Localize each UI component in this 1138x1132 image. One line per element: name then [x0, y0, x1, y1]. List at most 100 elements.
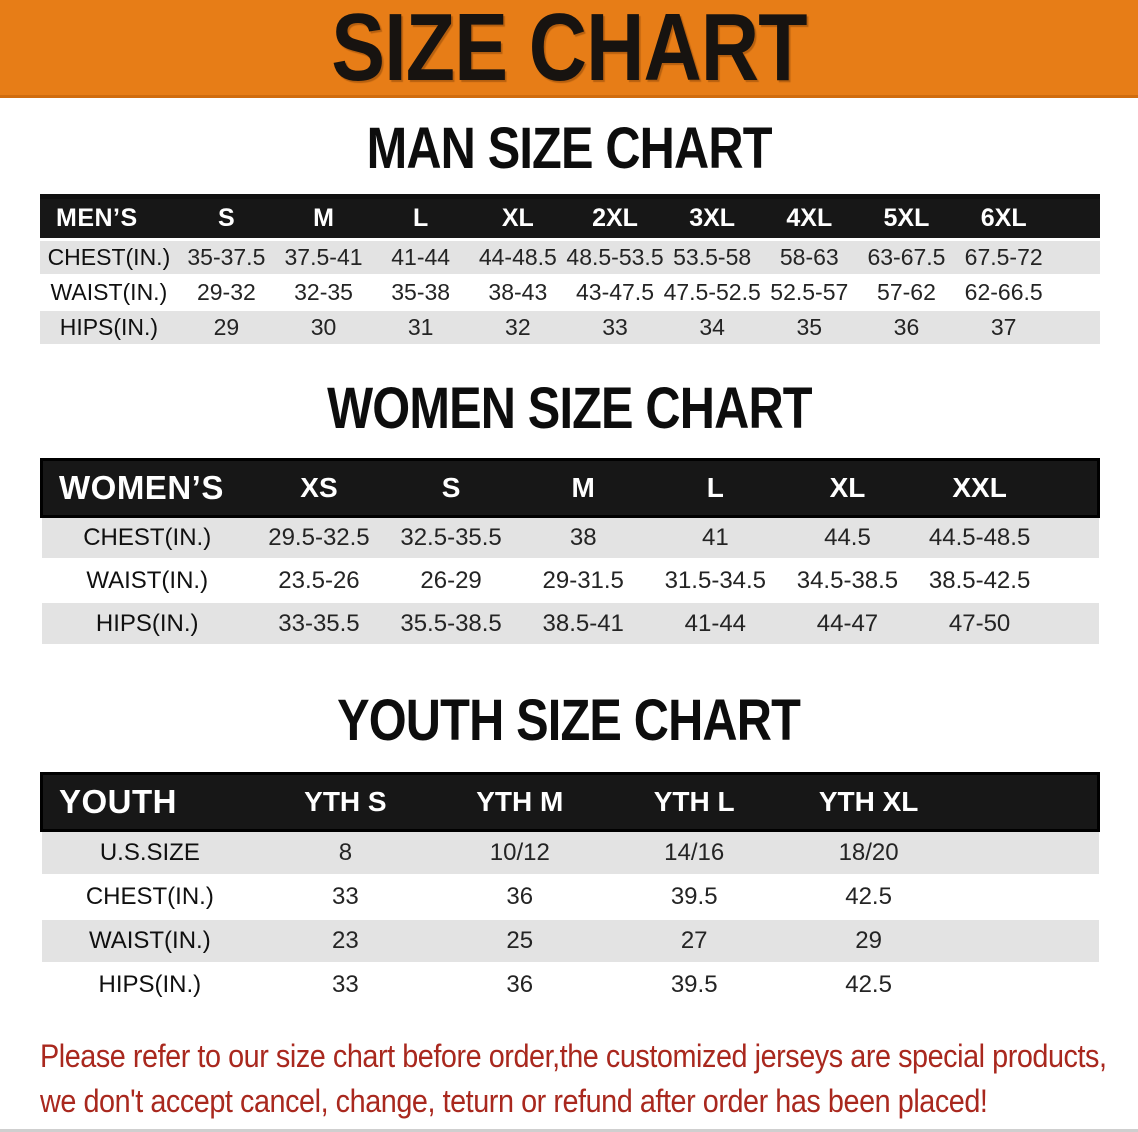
size-value-cell: 42.5: [781, 874, 956, 920]
measurement-row: U.S.SIZE 8 10/12 14/16 18/20: [41, 829, 1099, 876]
spacer-cell: [955, 918, 1099, 964]
size-value-cell: 58-63: [760, 238, 858, 276]
size-value-cell: 36: [432, 874, 607, 920]
spacer-cell: [955, 772, 1100, 832]
disclaimer-line-1: Please refer to our size chart before or…: [40, 1037, 1107, 1074]
size-column-header: 3XL: [663, 196, 761, 240]
size-column-header: YTH L: [606, 772, 782, 832]
size-value-cell: 26-29: [385, 559, 518, 603]
measurement-row: CHEST(IN.) 29.5-32.5 32.5-35.5 38 41 44.5 44.5…: [41, 514, 1099, 560]
size-value-cell: 36: [857, 309, 956, 346]
measurement-label-cell: WAIST(IN.): [41, 918, 259, 964]
size-column-header: 4XL: [760, 196, 858, 240]
size-value-cell: 14/16: [606, 829, 782, 876]
size-value-cell: 35-38: [372, 274, 470, 311]
women-size-table: WOMEN’S XS S M L XL XXL CHEST(IN.) 29.5-32.5 32.5…: [39, 457, 1100, 646]
size-value-cell: 47.5-52.5: [663, 274, 761, 311]
size-value-cell: 47-50: [913, 602, 1046, 646]
spacer-cell: [1052, 238, 1100, 276]
size-value-cell: 41-44: [372, 238, 470, 276]
size-value-cell: 38.5-42.5: [913, 559, 1046, 603]
size-value-cell: 63-67.5: [857, 238, 956, 276]
size-column-header: XXL: [913, 457, 1046, 518]
spacer-cell: [1052, 274, 1100, 311]
size-column-header: YTH M: [432, 772, 607, 832]
size-value-cell: 44.5: [781, 514, 914, 560]
size-value-cell: 31: [372, 309, 470, 346]
size-value-cell: 37.5-41: [274, 238, 373, 276]
size-header-row: MEN’S S M L XL 2XL 3XL 4XL 5XL 6XL: [40, 196, 1100, 240]
size-value-cell: 37: [955, 309, 1053, 346]
size-value-cell: 29-32: [177, 274, 275, 311]
size-value-cell: 23: [258, 918, 433, 964]
youth-size-table: YOUTH YTH S YTH M YTH L YTH XL U.S.SIZE 8 10/12…: [40, 772, 1100, 1008]
group-label-cell: YOUTH: [40, 772, 259, 832]
size-value-cell: 41: [649, 514, 782, 560]
size-column-header: L: [372, 196, 470, 240]
size-value-cell: 57-62: [857, 274, 956, 311]
size-column-header: M: [517, 457, 650, 518]
size-column-header: XS: [252, 457, 386, 518]
measurement-row: CHEST(IN.) 35-37.5 37.5-41 41-44 44-48.5 48.5…: [40, 238, 1100, 276]
size-value-cell: 18/20: [781, 829, 956, 876]
measurement-label-cell: CHEST(IN.): [41, 514, 253, 560]
size-value-cell: 25: [432, 918, 607, 964]
size-value-cell: 44-47: [781, 602, 914, 646]
women-section-title: WOMEN SIZE CHART: [326, 375, 812, 441]
measurement-label-cell: CHEST(IN.): [41, 874, 259, 920]
size-value-cell: 32: [469, 309, 567, 346]
size-value-cell: 35-37.5: [177, 238, 275, 276]
measurement-label-cell: WAIST(IN.): [41, 559, 253, 603]
size-value-cell: 67.5-72: [955, 238, 1053, 276]
disclaimer-line-2: we don't accept cancel, change, teturn o…: [40, 1082, 988, 1119]
size-value-cell: 38: [517, 514, 650, 560]
order-disclaimer: Please refer to our size chart before or…: [40, 1034, 1108, 1125]
men-section-title: MAN SIZE CHART: [366, 116, 772, 181]
size-column-header: M: [274, 196, 373, 240]
measurement-row: HIPS(IN.) 33-35.5 35.5-38.5 38.5-41 41-44 44-…: [41, 602, 1099, 646]
measurement-label-cell: HIPS(IN.): [40, 309, 178, 346]
size-value-cell: 35: [760, 309, 858, 346]
spacer-cell: [1045, 602, 1099, 646]
spacer-cell: [955, 829, 1099, 876]
measurement-row: WAIST(IN.) 23 25 27 29: [41, 918, 1099, 964]
women-size-table-wrap: WOMEN’S XS S M L XL XXL CHEST(IN.) 29.5-32.5 32.5…: [39, 457, 1100, 646]
size-chart-banner: SIZE CHART: [0, 0, 1138, 98]
size-value-cell: 44.5-48.5: [913, 514, 1046, 560]
measurement-label-cell: U.S.SIZE: [41, 829, 259, 876]
group-label-cell: WOMEN’S: [39, 457, 253, 518]
measurement-row: WAIST(IN.) 23.5-26 26-29 29-31.5 31.5-34.5 34…: [41, 559, 1099, 603]
size-value-cell: 33: [258, 962, 433, 1008]
size-value-cell: 52.5-57: [760, 274, 858, 311]
measurement-label-cell: CHEST(IN.): [40, 238, 178, 276]
size-value-cell: 42.5: [781, 962, 956, 1008]
spacer-cell: [1045, 514, 1099, 560]
measurement-row: CHEST(IN.) 33 36 39.5 42.5: [41, 874, 1099, 920]
size-value-cell: 48.5-53.5: [566, 238, 664, 276]
men-size-table-wrap: MEN’S S M L XL 2XL 3XL 4XL 5XL 6XL CHEST(IN.) 35-37…: [40, 194, 1100, 346]
size-value-cell: 41-44: [649, 602, 782, 646]
size-value-cell: 33: [258, 874, 433, 920]
size-value-cell: 30: [274, 309, 373, 346]
size-column-header: YTH XL: [781, 772, 956, 832]
size-value-cell: 8: [258, 829, 433, 876]
size-column-header: L: [649, 457, 782, 518]
size-value-cell: 31.5-34.5: [649, 559, 782, 603]
spacer-cell: [1052, 196, 1100, 240]
size-value-cell: 38-43: [469, 274, 567, 311]
size-value-cell: 39.5: [606, 874, 782, 920]
size-value-cell: 10/12: [432, 829, 607, 876]
spacer-cell: [1045, 559, 1099, 603]
measurement-label-cell: HIPS(IN.): [41, 962, 259, 1008]
youth-size-table-wrap: YOUTH YTH S YTH M YTH L YTH XL U.S.SIZE 8 10/12…: [40, 772, 1100, 1008]
size-value-cell: 36: [432, 962, 607, 1008]
spacer-cell: [955, 874, 1099, 920]
banner-title: SIZE CHART: [331, 0, 807, 101]
size-value-cell: 62-66.5: [955, 274, 1053, 311]
size-column-header: 6XL: [955, 196, 1053, 240]
size-column-header: XL: [469, 196, 567, 240]
measurement-row: HIPS(IN.) 33 36 39.5 42.5: [41, 962, 1099, 1008]
spacer-cell: [1045, 457, 1100, 518]
size-value-cell: 34: [663, 309, 761, 346]
measurement-row: WAIST(IN.) 29-32 32-35 35-38 38-43 43-47.5 47.…: [40, 274, 1100, 311]
